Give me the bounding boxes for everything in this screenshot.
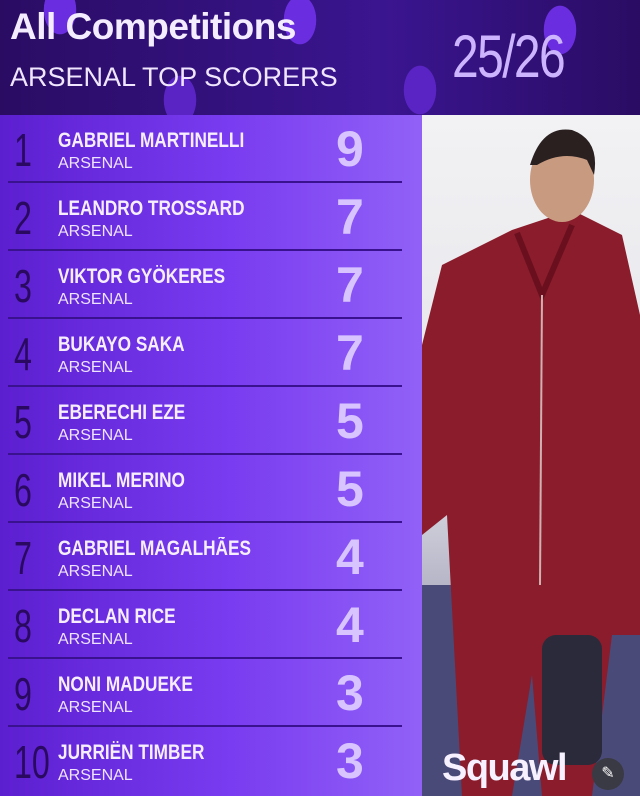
rank: 7: [14, 532, 32, 584]
club-name: ARSENAL: [58, 767, 133, 784]
goal-count: 3: [336, 733, 364, 789]
rank: 5: [14, 396, 32, 448]
player-name: BUKAYO SAKA: [58, 333, 185, 356]
goal-count: 4: [336, 529, 364, 585]
player-name: GABRIEL MAGALHÃES: [58, 537, 251, 560]
squawl-logo: Squawl: [442, 747, 568, 789]
rank: 3: [14, 260, 32, 312]
rank: 9: [14, 668, 32, 720]
scorers-list: 1 GABRIEL MARTINELLI ARSENAL 9 2 LEANDRO…: [0, 115, 422, 796]
goal-count: 7: [336, 189, 364, 245]
rank: 6: [14, 464, 32, 516]
scorer-row: 7 GABRIEL MAGALHÃES ARSENAL 4: [0, 523, 422, 591]
player-name: MIKEL MERINO: [58, 469, 185, 492]
club-name: ARSENAL: [58, 359, 133, 376]
row-divider: [8, 385, 402, 387]
scorer-row: 1 GABRIEL MARTINELLI ARSENAL 9: [0, 115, 422, 183]
player-name: LEANDRO TROSSARD: [58, 197, 245, 220]
row-divider: [8, 657, 402, 659]
club-name: ARSENAL: [58, 223, 133, 240]
rank: 10: [14, 736, 50, 788]
rank: 4: [14, 328, 32, 380]
player-name: JURRIËN TIMBER: [58, 741, 205, 764]
goal-count: 9: [336, 121, 364, 177]
club-name: ARSENAL: [58, 495, 133, 512]
scorer-row: 6 MIKEL MERINO ARSENAL 5: [0, 455, 422, 523]
rank: 8: [14, 600, 32, 652]
row-divider: [8, 181, 402, 183]
player-name: VIKTOR GYÖKERES: [58, 265, 226, 288]
player-name: GABRIEL MARTINELLI: [58, 129, 245, 152]
scorer-row: 2 LEANDRO TROSSARD ARSENAL 7: [0, 183, 422, 251]
club-name: ARSENAL: [58, 563, 133, 580]
club-name: ARSENAL: [58, 699, 133, 716]
row-divider: [8, 725, 402, 727]
club-name: ARSENAL: [58, 155, 133, 172]
club-name: ARSENAL: [58, 427, 133, 444]
scorer-row: 5 EBERECHI EZE ARSENAL 5: [0, 387, 422, 455]
scorer-row: 10 JURRIËN TIMBER ARSENAL 3: [0, 727, 422, 795]
goal-count: 7: [336, 257, 364, 313]
goal-count: 5: [336, 393, 364, 449]
rank: 1: [14, 124, 32, 176]
row-divider: [8, 317, 402, 319]
page-subtitle: ARSENAL TOP SCORERS: [10, 62, 338, 92]
goal-count: 4: [336, 597, 364, 653]
scorer-row: 8 DECLAN RICE ARSENAL 4: [0, 591, 422, 659]
player-name: EBERECHI EZE: [58, 401, 186, 424]
goal-count: 3: [336, 665, 364, 721]
page-title: All Competitions: [10, 6, 296, 47]
image-edit-icon[interactable]: ✎: [592, 758, 624, 790]
season-label: 25/26: [452, 23, 566, 90]
player-name: NONI MADUEKE: [58, 673, 193, 696]
rank: 2: [14, 192, 32, 244]
scorer-row: 3 VIKTOR GYÖKERES ARSENAL 7: [0, 251, 422, 319]
scorer-row: 4 BUKAYO SAKA ARSENAL 7: [0, 319, 422, 387]
row-divider: [8, 589, 402, 591]
player-name: DECLAN RICE: [58, 605, 176, 628]
header: All Competitions ARSENAL TOP SCORERS 25/…: [0, 0, 640, 115]
club-name: ARSENAL: [58, 631, 133, 648]
scorer-row: 9 NONI MADUEKE ARSENAL 3: [0, 659, 422, 727]
player-photo: [422, 115, 640, 796]
row-divider: [8, 249, 402, 251]
club-name: ARSENAL: [58, 291, 133, 308]
goal-count: 7: [336, 325, 364, 381]
row-divider: [8, 453, 402, 455]
row-divider: [8, 521, 402, 523]
goal-count: 5: [336, 461, 364, 517]
